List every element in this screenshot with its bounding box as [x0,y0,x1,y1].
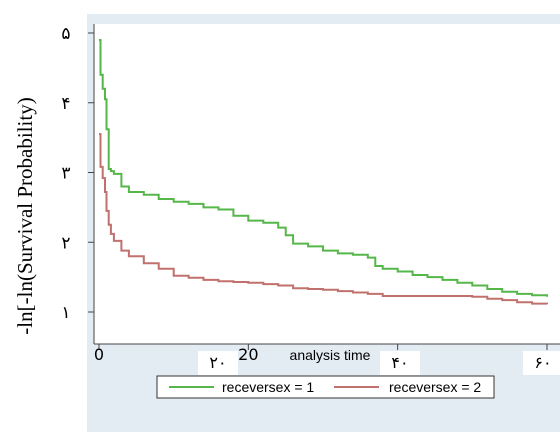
x-axis-label: analysis time [290,347,371,363]
legend-label-receversex-2: receversex = 2 [389,379,481,395]
y-axis-label: -ln[-ln(Survival Probability) [13,97,37,334]
x-tick-overlay-patch [523,351,560,375]
x-tick-overlay-label: ۲۰ [209,353,226,372]
y-tick-label: ۱ [61,303,70,323]
legend-label-receversex-1: receversex = 1 [222,379,314,395]
x-tick-overlay-label: ۶۰ [534,353,551,372]
y-tick-label: ۳ [61,164,70,184]
x-tick-overlay-patch [380,351,420,375]
x-ticks: 0 20 [94,344,548,364]
legend: receversex = 1 receversex = 2 [156,375,495,399]
x-tick-overlay-patch [198,351,238,375]
x-tick-overlay-label: ۴۰ [391,353,408,372]
series-line-2 [99,133,548,305]
y-tick-label: ۲ [61,233,70,253]
plot-area [94,24,560,344]
y-tick-label: ۵ [61,24,70,44]
legend-box [156,375,495,399]
y-ticks: ۱ ۲ ۳ ۴ ۵ [61,24,94,323]
series-layer [99,39,548,305]
x-tick-label: 0 [94,345,104,364]
x-tick-label: 20 [238,345,258,364]
x-tick-overlays: ۲۰ ۴۰ ۶۰ [198,351,560,375]
series-line-1 [99,39,548,297]
y-tick-label: ۴ [61,94,70,114]
